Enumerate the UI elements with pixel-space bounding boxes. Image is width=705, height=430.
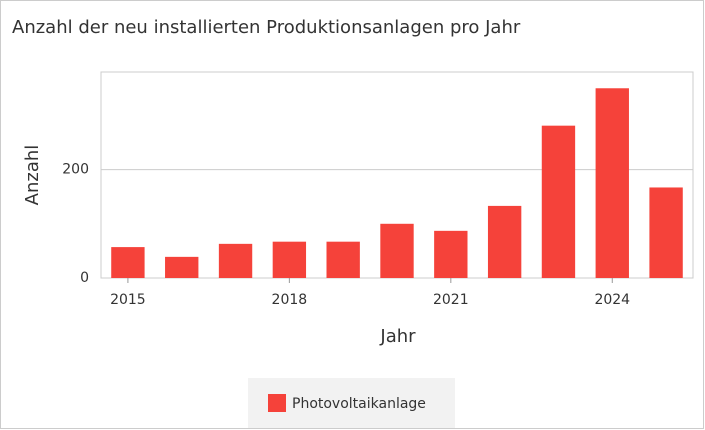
bar <box>541 125 576 278</box>
chart-title: Anzahl der neu installierten Produktions… <box>12 17 521 38</box>
bar <box>272 241 307 278</box>
y-axis-label: Anzahl <box>22 145 43 206</box>
x-axis-label: Jahr <box>379 326 416 347</box>
bar <box>218 243 253 278</box>
x-tick-label: 2018 <box>272 292 308 308</box>
bar <box>649 187 683 278</box>
bar <box>595 88 629 279</box>
x-tick-label: 2015 <box>110 292 146 308</box>
legend-swatch <box>268 394 286 412</box>
y-tick-label: 200 <box>62 162 89 178</box>
legend-label: Photovoltaikanlage <box>292 396 426 412</box>
bar <box>165 256 199 278</box>
bar <box>111 247 145 278</box>
x-tick-label: 2021 <box>433 292 469 308</box>
bar <box>434 230 468 278</box>
y-tick-label: 0 <box>80 270 89 286</box>
bar <box>487 205 522 278</box>
x-tick-label: 2024 <box>594 292 630 308</box>
bar <box>380 223 414 278</box>
bar <box>326 241 360 278</box>
